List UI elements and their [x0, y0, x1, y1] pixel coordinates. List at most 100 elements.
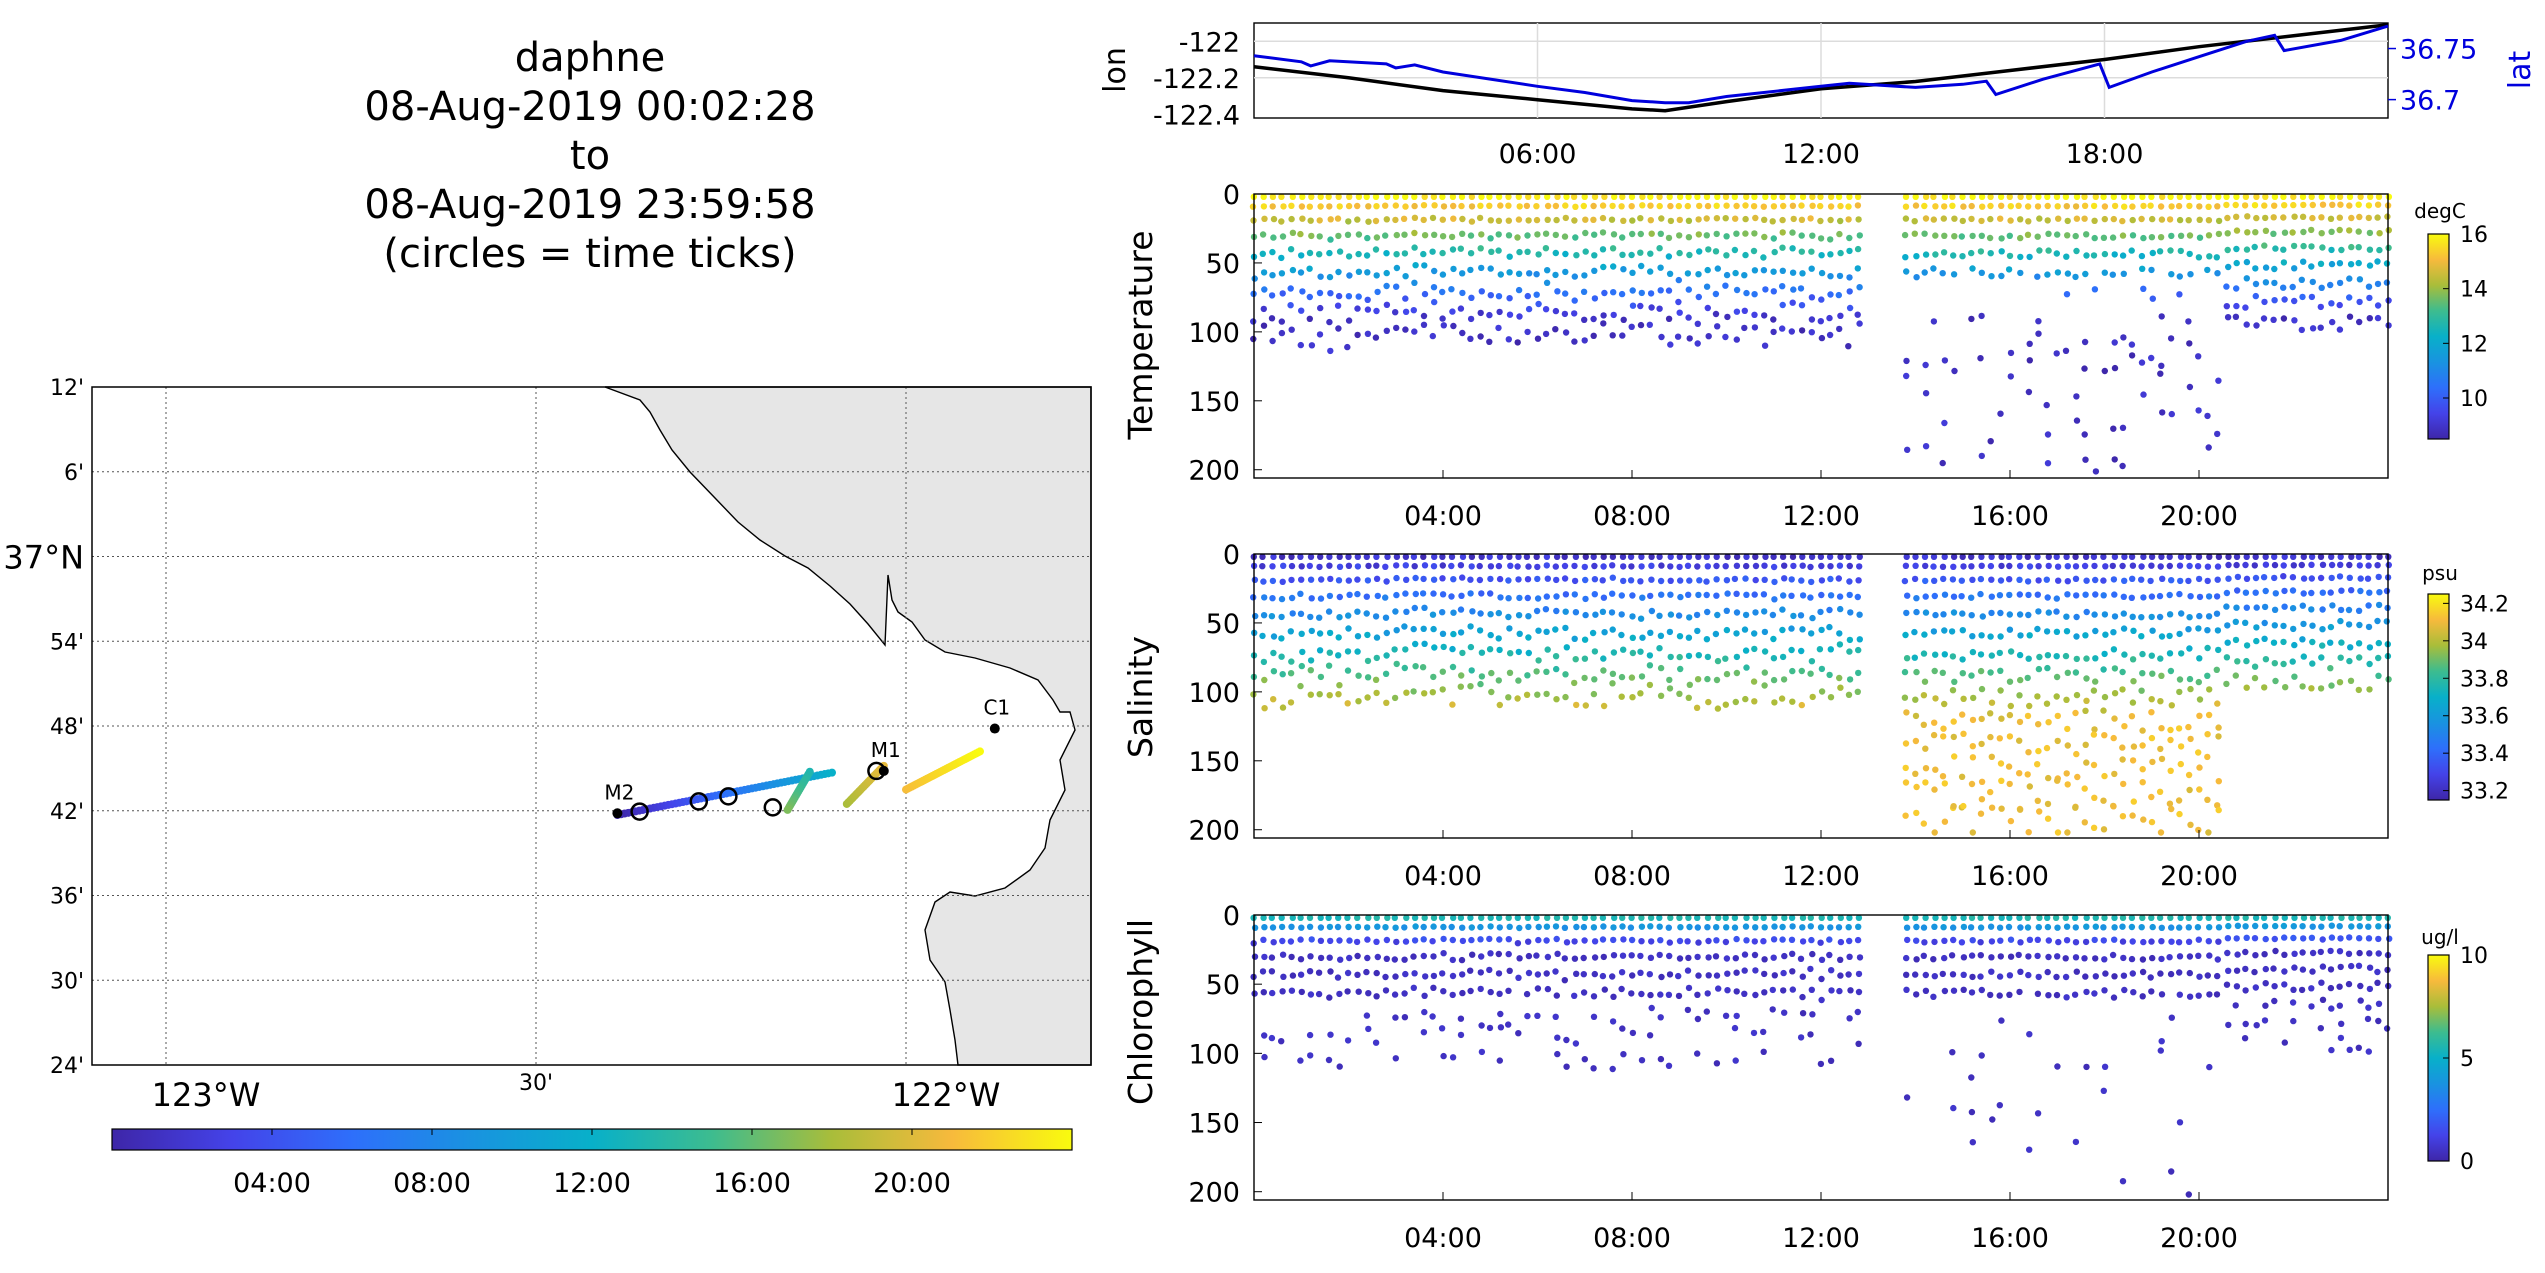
salinity-point — [2083, 655, 2090, 662]
chlorophyll-point — [1761, 924, 1768, 931]
chlorophyll-point — [1373, 993, 1380, 1000]
chlorophyll-point — [1402, 970, 1409, 978]
temperature-point — [2045, 230, 2052, 237]
salinity-point — [1383, 652, 1390, 659]
salinity-point — [2110, 576, 2118, 583]
temperature-point — [1420, 216, 1427, 224]
salinity-point — [2357, 587, 2364, 595]
salinity-point — [1788, 576, 1795, 583]
temperature-point — [1449, 308, 1456, 315]
temperature-point — [1845, 343, 1852, 350]
temperature-point — [1940, 249, 1948, 256]
temperature-point — [1731, 246, 1739, 254]
temperature-point — [1674, 333, 1682, 340]
chlorophyll-point — [2110, 994, 2118, 1001]
salinity-point — [1904, 592, 1911, 599]
chlorophyll-point — [2063, 994, 2070, 1001]
temperature-point — [1827, 273, 1834, 280]
chlorophyll-point — [2054, 924, 2061, 931]
temperature-point — [1326, 249, 1333, 257]
salinity-point — [2383, 618, 2390, 625]
chlorophyll-point — [1336, 937, 1343, 944]
temperature-point — [2081, 431, 2088, 438]
chlorophyll-point — [2327, 947, 2334, 955]
temperature-point — [1968, 202, 1975, 210]
chlorophyll-point — [2196, 914, 2203, 921]
chlorophyll-point — [1846, 914, 1853, 921]
temperature-point — [1817, 202, 1824, 210]
chlorophyll-point — [1761, 956, 1768, 963]
salinity-point — [1419, 664, 1427, 671]
salinity-point — [2139, 742, 2146, 749]
chlorophyll-point — [1344, 969, 1352, 977]
salinity-point — [2187, 685, 2194, 693]
chlorophyll-point — [2176, 1119, 2184, 1126]
salinity-point — [1827, 646, 1835, 653]
salinity-point — [2280, 562, 2287, 569]
temperature-point — [1383, 327, 1391, 334]
salinity-point — [2261, 635, 2268, 642]
salinity-point — [1524, 672, 1531, 679]
salinity-point — [1761, 562, 1768, 569]
temperature-point — [1846, 247, 1853, 255]
temperature-point — [2328, 300, 2335, 307]
salinity-point — [1270, 696, 1277, 703]
temperature-point — [1770, 235, 1778, 242]
temperature-point — [1287, 302, 1294, 309]
salinity-point — [2186, 675, 2194, 683]
salinity-point — [2365, 553, 2372, 560]
salinity-point — [1581, 674, 1588, 682]
salinity-point — [1629, 649, 1637, 657]
salinity-point — [1987, 733, 1994, 741]
salinity-point — [1912, 562, 1919, 569]
temperature-point — [1969, 265, 1976, 272]
temperature-point — [2204, 412, 2211, 420]
chlorophyll-point — [1364, 924, 1371, 931]
chlorophyll-point — [2252, 914, 2260, 921]
temperature-point — [2007, 373, 2015, 380]
temperature-point — [2243, 275, 2250, 282]
salinity-point — [2347, 644, 2354, 651]
salinity-point — [1600, 702, 1608, 710]
chlorophyll-point — [1996, 973, 2004, 980]
salinity-point — [1666, 628, 1674, 636]
chlorophyll-point — [2366, 964, 2374, 971]
chlorophyll-point — [2062, 914, 2069, 921]
salinity-point — [2005, 553, 2013, 560]
salinity-point — [1468, 667, 1475, 674]
chlorophyll-point — [2233, 935, 2240, 942]
temperature-point — [1467, 335, 1474, 342]
temperature-point — [1997, 193, 2005, 200]
salinity-point — [1288, 658, 1295, 665]
temperature-point — [1459, 289, 1466, 297]
chlorophyll-point — [2328, 1046, 2335, 1054]
temperature-point — [2091, 286, 2099, 293]
salinity-point — [1601, 629, 1608, 636]
salinity-point — [1457, 629, 1465, 636]
chlorophyll-point — [2300, 914, 2308, 921]
salinity-point — [1996, 592, 2004, 599]
temperature-point — [1459, 215, 1466, 223]
chlorophyll-point — [1807, 1031, 1814, 1038]
chlorophyll-point — [1960, 971, 1967, 978]
temperature-point — [2120, 334, 2127, 341]
salinity-point — [2017, 676, 2024, 684]
temperature-point — [1439, 271, 1447, 278]
chlorophyll-point — [1496, 1057, 1504, 1064]
temperature-point — [1393, 283, 1400, 290]
salinity-point — [2054, 737, 2061, 745]
temperature-point — [1733, 230, 1740, 237]
temperature-point — [2017, 234, 2024, 242]
chlorophyll-point — [1495, 914, 1503, 921]
chlorophyll-point — [2158, 938, 2165, 945]
temperature-point — [2241, 202, 2249, 209]
salinity-point — [1279, 578, 1286, 585]
salinity-point — [1496, 646, 1503, 654]
temperature-point — [1476, 214, 1484, 222]
chlorophyll-point — [2386, 935, 2393, 942]
salinity-point — [1836, 641, 1844, 648]
salinity-point — [1836, 630, 1843, 637]
chlorophyll-point — [1261, 924, 1268, 931]
chlorophyll-point — [1741, 967, 1748, 974]
salinity-point — [2366, 660, 2373, 668]
